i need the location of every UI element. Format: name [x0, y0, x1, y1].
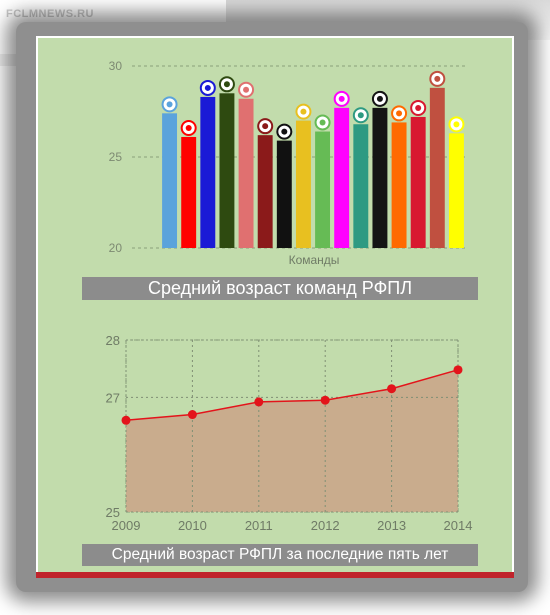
team-badge-center: [376, 95, 383, 102]
bar: [181, 136, 197, 248]
bar: [257, 135, 273, 248]
bar: [162, 113, 178, 248]
bar: [391, 122, 407, 248]
mordovia-icon: [410, 99, 427, 116]
bar: [372, 107, 388, 248]
area-data-point: [187, 410, 197, 420]
team-badge-center: [223, 81, 230, 88]
bar-y-tick-label: 25: [109, 150, 123, 164]
dynamo-icon: [218, 76, 235, 93]
area-data-point: [453, 365, 463, 375]
bar: [238, 98, 254, 248]
spartak-icon: [257, 118, 274, 135]
team-badge-center: [281, 128, 288, 135]
area-data-point: [121, 415, 131, 425]
area-x-tick-label: 2009: [112, 518, 141, 533]
team-badge-center: [357, 112, 364, 119]
team-badge-center: [300, 108, 307, 115]
area-x-tick-label: 2013: [377, 518, 406, 533]
ural-icon: [391, 105, 408, 122]
bar: [315, 131, 331, 248]
team-badge-center: [415, 104, 422, 111]
area-y-tick-label: 28: [106, 333, 120, 348]
team-badge-center: [185, 124, 192, 131]
krasnodar-icon: [276, 123, 293, 140]
lokomotiv-icon: [238, 81, 255, 98]
area-series-line: [125, 369, 459, 422]
team-badge-center: [453, 121, 460, 128]
bar: [200, 96, 216, 248]
bar-y-tick-label: 30: [109, 59, 123, 73]
area-data-point: [320, 395, 330, 405]
rostov-icon: [448, 116, 465, 133]
area-x-tick-label: 2014: [444, 518, 473, 533]
team-badge-center: [166, 101, 173, 108]
card-bottom-stripe: [36, 572, 514, 578]
bar: [276, 140, 292, 248]
bar: [295, 120, 311, 248]
team-badge-center: [434, 75, 441, 82]
area-data-point: [254, 397, 264, 407]
kuban-icon: [199, 79, 216, 96]
bar-y-tick-label: 20: [109, 241, 123, 255]
team-badge-center: [262, 123, 269, 130]
area-data-point: [387, 384, 397, 394]
area-x-tick-label: 2012: [311, 518, 340, 533]
bar-x-axis-label: Команды: [289, 253, 340, 267]
team-badge-center: [243, 86, 250, 93]
area-fill: [126, 369, 458, 512]
rubin-icon: [352, 107, 369, 124]
bar: [353, 124, 369, 248]
tom-icon: [295, 103, 312, 120]
area-x-tick-label: 2010: [178, 518, 207, 533]
team-badge-center: [319, 119, 326, 126]
team-badge-center: [338, 95, 345, 102]
area-chart-title: Средний возраст РФПЛ за последние пять л…: [82, 544, 478, 566]
bar: [334, 107, 350, 248]
bar: [219, 93, 235, 248]
zenit-icon: [161, 96, 178, 113]
ufa-icon: [429, 70, 446, 87]
team-badge-center: [396, 110, 403, 117]
cska-icon: [180, 119, 197, 136]
bar-chart-title: Средний возраст команд РФПЛ: [82, 277, 478, 300]
torpedo-icon: [371, 90, 388, 107]
area-y-tick-label: 27: [106, 390, 120, 405]
area-chart-yearly-age: 25 27 28 2009 2010 2011 2012 2013 2014: [106, 333, 473, 533]
bar-chart-team-ages: 20 25 30 Команды: [109, 59, 468, 267]
area-y-tick-label: 25: [106, 505, 120, 520]
area-x-tick-label: 2011: [245, 518, 273, 533]
amkar-icon: [333, 90, 350, 107]
bar: [410, 116, 426, 249]
bar: [429, 87, 445, 248]
site-watermark: FCLMNEWS.RU: [6, 8, 94, 20]
team-badge-center: [204, 84, 211, 91]
terek-icon: [314, 114, 331, 131]
bar: [448, 133, 464, 248]
